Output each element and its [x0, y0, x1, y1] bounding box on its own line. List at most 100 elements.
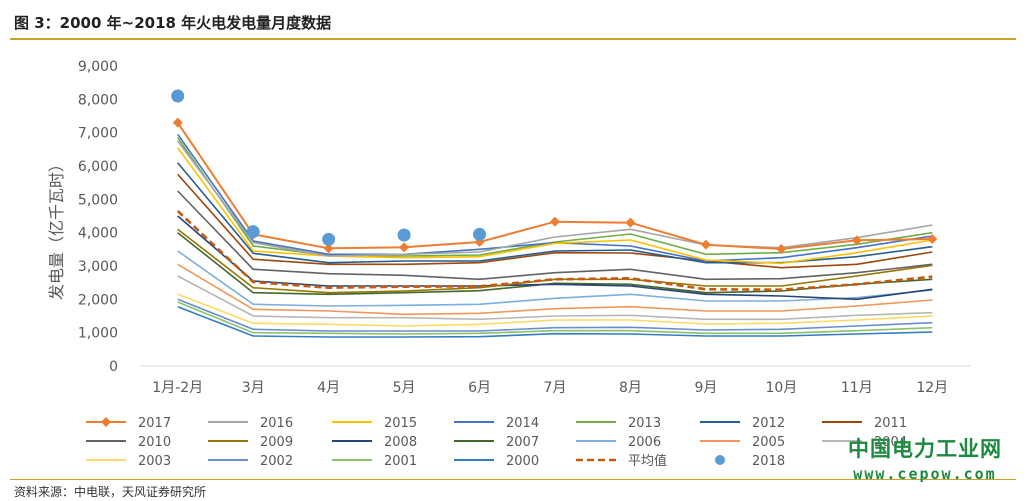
series-2007 [177, 232, 933, 296]
data-point [927, 234, 938, 244]
x-tick-label: 4月 [317, 380, 340, 396]
series-2017 [172, 117, 938, 254]
legend-label: 2002 [260, 454, 293, 469]
legend-item: 2001 [332, 454, 417, 469]
series-2018 [171, 89, 487, 246]
legend-item: 2009 [208, 435, 293, 450]
x-tick-label: 6月 [468, 380, 491, 396]
x-tick-labels: 1月-2月 3月 4月 5月 6月 7月 8月 9月 10月 11月 12月 [152, 380, 948, 396]
legend-item: 2012 [700, 416, 785, 431]
series-2010 [177, 190, 933, 281]
legend-label: 2006 [628, 435, 661, 450]
data-point [550, 216, 560, 227]
line-chart: 发电量（亿千瓦时） 0 1,000 2,000 3,000 4,000 5,000 6,00… [47, 59, 970, 469]
series-line [177, 215, 933, 301]
series-lines [171, 89, 938, 338]
x-tick-label: 12月 [916, 380, 948, 396]
series-line [176, 122, 933, 251]
legend-label: 2014 [506, 416, 539, 431]
footer-divider [10, 479, 1016, 480]
series-line [177, 173, 933, 269]
legend-label: 2011 [874, 416, 907, 431]
data-point [322, 232, 336, 246]
series-2004 [177, 275, 933, 321]
y-tick-label: 6,000 [78, 159, 118, 175]
series-2015 [177, 147, 933, 265]
legend-marker-diamond [101, 417, 111, 427]
legend-label: 2008 [384, 435, 417, 450]
y-tick-label: 9,000 [78, 59, 118, 75]
legend-label: 2004 [874, 435, 907, 450]
x-tick-label: 5月 [393, 380, 416, 396]
series-2000 [177, 305, 933, 338]
series-line [177, 137, 933, 257]
legend-item: 2006 [576, 435, 661, 450]
y-tick-label: 2,000 [78, 292, 118, 308]
legend-item: 2018 [715, 454, 785, 469]
source-note: 资料来源：中电联，天风证券研究所 [14, 485, 207, 499]
watermark: 中国电力工业网 www.cepow.com [848, 433, 1002, 483]
data-point [473, 227, 487, 241]
legend-label: 平均值 [628, 453, 667, 469]
legend-label: 2017 [138, 416, 171, 431]
y-tick-label: 5,000 [78, 192, 118, 208]
y-axis-label-group: 发电量（亿千瓦时） [47, 156, 66, 300]
data-point [172, 117, 183, 128]
title-divider [10, 38, 1016, 40]
legend-item: 2008 [332, 435, 417, 450]
x-tick-label: 8月 [619, 380, 642, 396]
legend: 2017 2016 2015 2014 2013 2012 2011 2010 2009 2008… [86, 416, 907, 469]
x-tick-label: 10月 [765, 380, 797, 396]
legend-item: 2011 [822, 416, 907, 431]
data-point [851, 235, 862, 246]
series-line [177, 140, 933, 257]
series-line [177, 162, 933, 264]
legend-item: 2016 [208, 416, 293, 431]
data-point [399, 242, 410, 253]
series-line [177, 293, 933, 327]
y-tick-label: 3,000 [78, 259, 118, 275]
series-line [177, 250, 933, 307]
data-point [246, 225, 260, 239]
data-point [776, 244, 787, 254]
legend-label: 2009 [260, 435, 293, 450]
series-line [177, 190, 933, 281]
series-line [177, 147, 933, 265]
series-2005 [177, 263, 933, 316]
data-point [625, 217, 636, 228]
legend-item: 2005 [700, 435, 785, 450]
legend-item: 平均值 [576, 453, 667, 469]
series-2011 [177, 173, 933, 269]
y-tick-label: 8,000 [78, 92, 118, 108]
y-tick-labels: 0 1,000 2,000 3,000 4,000 5,000 6,000 7,000 8,00… [78, 59, 118, 375]
legend-label: 2012 [752, 416, 785, 431]
watermark-url: www.cepow.com [853, 465, 997, 483]
x-tick-label: 9月 [694, 380, 717, 396]
data-point [171, 89, 185, 103]
legend-label: 2000 [506, 454, 539, 469]
legend-item: 2007 [454, 435, 539, 450]
series-line [177, 263, 933, 316]
series-2013 [177, 137, 933, 257]
legend-label: 2015 [384, 416, 417, 431]
legend-item: 2003 [86, 454, 171, 469]
series-2012 [177, 162, 933, 264]
y-tick-label: 7,000 [78, 126, 118, 142]
series-line [177, 298, 933, 332]
figure-title: 图 3：2000 年~2018 年火电发电量月度数据 [14, 14, 332, 32]
legend-item: 2004 [822, 435, 907, 450]
legend-item: 2017 [86, 416, 171, 431]
legend-label: 2007 [506, 435, 539, 450]
series-line [177, 275, 933, 321]
series-line [177, 305, 933, 338]
x-tick-label: 11月 [841, 380, 873, 396]
legend-label: 2010 [138, 435, 171, 450]
legend-item: 2010 [86, 435, 171, 450]
x-tick-label: 1月-2月 [152, 380, 203, 396]
legend-label: 2001 [384, 454, 417, 469]
y-tick-label: 4,000 [78, 226, 118, 242]
series-2016 [177, 140, 933, 257]
legend-marker [715, 455, 725, 465]
series-line [177, 228, 933, 294]
series-平均值 [176, 210, 933, 292]
